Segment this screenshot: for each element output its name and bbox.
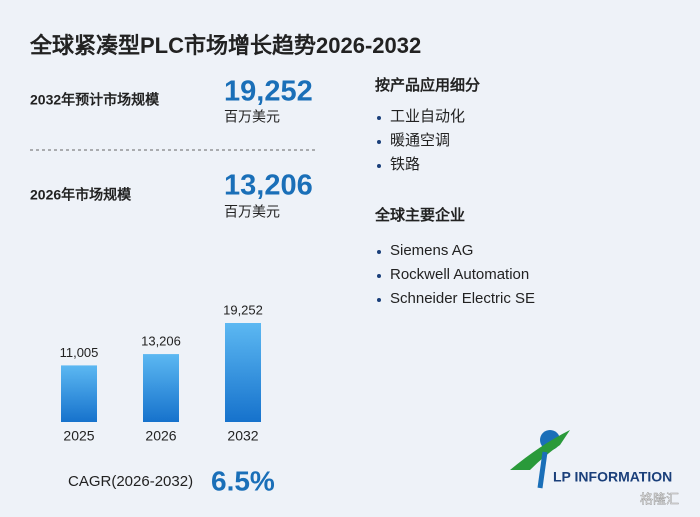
list-item: Schneider Electric SE bbox=[390, 290, 535, 307]
logo: LP INFORMATION bbox=[510, 430, 672, 489]
stat-unit: 百万美元 bbox=[224, 109, 280, 125]
x-tick-label: 2026 bbox=[145, 428, 176, 444]
title: 全球紧凑型PLC市场增长趋势2026-2032 bbox=[29, 33, 421, 58]
bar bbox=[61, 365, 97, 422]
list-item: Siemens AG bbox=[390, 242, 473, 259]
bar bbox=[225, 323, 261, 422]
bullet bbox=[377, 250, 381, 254]
bullet bbox=[377, 116, 381, 120]
stat-label: 2026年市场规模 bbox=[30, 187, 132, 203]
list-item: 暖通空调 bbox=[390, 132, 450, 149]
section-title: 全球主要企业 bbox=[374, 206, 465, 224]
stat-value: 19,252 bbox=[224, 76, 313, 108]
bullet bbox=[377, 164, 381, 168]
list-item: 铁路 bbox=[390, 156, 420, 173]
value-label: 13,206 bbox=[141, 334, 181, 349]
section-title: 按产品应用细分 bbox=[375, 76, 480, 94]
logo-swoosh bbox=[510, 430, 570, 470]
x-tick-label: 2025 bbox=[63, 428, 94, 444]
logo-body bbox=[537, 451, 548, 489]
bullet bbox=[377, 140, 381, 144]
cagr-label: CAGR(2026-2032) bbox=[68, 473, 193, 490]
logo-text: LP INFORMATION bbox=[553, 469, 672, 485]
bar bbox=[143, 354, 179, 422]
value-label: 19,252 bbox=[223, 302, 263, 317]
stat-label: 2032年预计市场规模 bbox=[30, 92, 160, 108]
bullet bbox=[377, 274, 381, 278]
stat-unit: 百万美元 bbox=[224, 204, 280, 220]
bullet bbox=[377, 298, 381, 302]
list-item: Rockwell Automation bbox=[390, 266, 529, 283]
watermark: 格隆汇 bbox=[640, 491, 679, 506]
company-list: Siemens AG Rockwell Automation Schneider E… bbox=[377, 242, 535, 307]
x-tick-label: 2032 bbox=[227, 428, 258, 444]
value-label: 11,005 bbox=[60, 345, 99, 360]
bar-chart: 11,005 2025 13,206 2026 19,252 2032 bbox=[60, 302, 263, 443]
stat-value: 13,206 bbox=[224, 170, 313, 202]
cagr-value: 6.5% bbox=[211, 465, 275, 496]
list-item: 工业自动化 bbox=[390, 108, 465, 125]
